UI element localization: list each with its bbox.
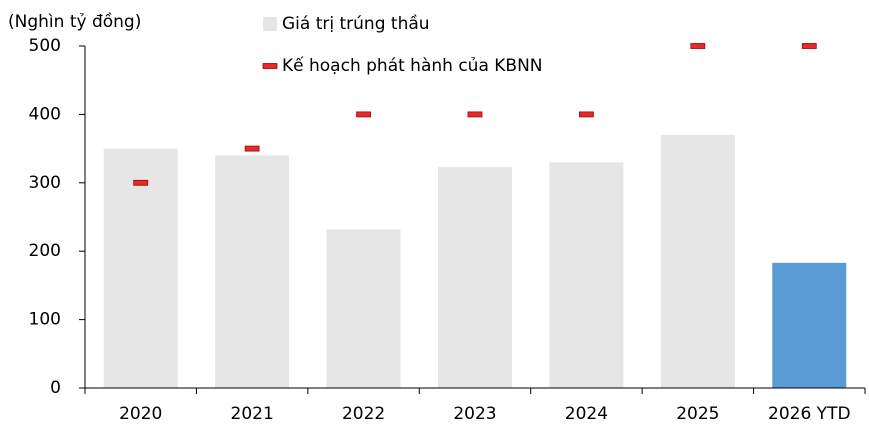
- x-tick-label: 2020: [119, 404, 162, 424]
- plan-marker: [356, 111, 371, 118]
- bar: [549, 162, 624, 388]
- y-tick-label: 500: [29, 36, 61, 56]
- plan-marker: [244, 145, 260, 152]
- bar: [215, 155, 290, 388]
- x-tick-label: 2021: [231, 404, 274, 424]
- y-axis-label: (Nghìn tỷ đồng): [8, 11, 141, 32]
- bar: [772, 262, 847, 388]
- plan-marker: [801, 43, 817, 49]
- y-tick-label: 200: [29, 241, 61, 261]
- y-tick-label: 400: [29, 104, 61, 124]
- plan-marker: [690, 43, 706, 49]
- bar: [103, 148, 178, 388]
- legend-label: Kế hoạch phát hành của KBNN: [282, 55, 543, 76]
- plan-marker: [579, 111, 594, 118]
- bar: [326, 229, 401, 388]
- y-tick-label: 0: [50, 378, 61, 398]
- y-tick-label: 100: [29, 310, 61, 330]
- legend-label: Giá trị trúng thầu: [282, 13, 430, 34]
- x-tick-label: 2024: [565, 404, 608, 424]
- x-tick-label: 2022: [342, 404, 385, 424]
- plan-marker: [467, 111, 483, 118]
- x-tick-label: 2025: [676, 404, 719, 424]
- bar: [660, 134, 735, 388]
- legend-swatch: [262, 63, 278, 69]
- x-tick-label: 2023: [453, 404, 496, 424]
- plan-marker: [133, 179, 149, 186]
- x-tick-label: 2026 YTD: [768, 404, 851, 424]
- legend-swatch: [263, 17, 277, 31]
- y-tick-label: 300: [29, 173, 61, 193]
- bar: [438, 167, 512, 388]
